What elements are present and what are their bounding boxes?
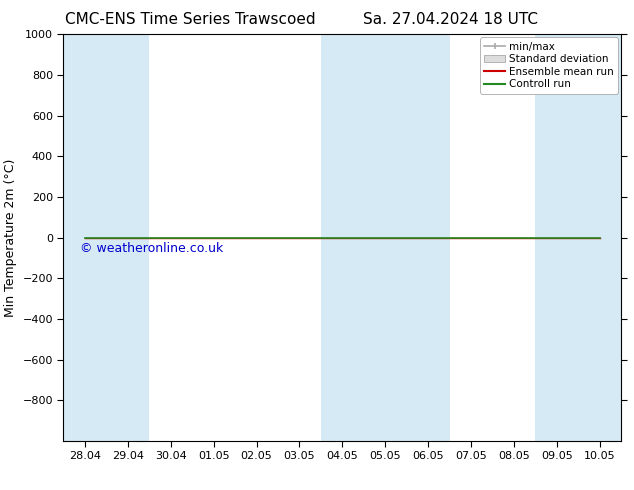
Text: Sa. 27.04.2024 18 UTC: Sa. 27.04.2024 18 UTC <box>363 12 538 27</box>
Bar <box>407 34 450 441</box>
Bar <box>578 34 621 441</box>
Text: © weatheronline.co.uk: © weatheronline.co.uk <box>80 242 223 255</box>
Text: CMC-ENS Time Series Trawscoed: CMC-ENS Time Series Trawscoed <box>65 12 316 27</box>
Bar <box>107 34 149 441</box>
Bar <box>364 34 407 441</box>
Bar <box>536 34 578 441</box>
Bar <box>63 34 107 441</box>
Legend: min/max, Standard deviation, Ensemble mean run, Controll run: min/max, Standard deviation, Ensemble me… <box>480 37 618 94</box>
Y-axis label: Min Temperature 2m (°C): Min Temperature 2m (°C) <box>4 158 17 317</box>
Bar <box>321 34 364 441</box>
